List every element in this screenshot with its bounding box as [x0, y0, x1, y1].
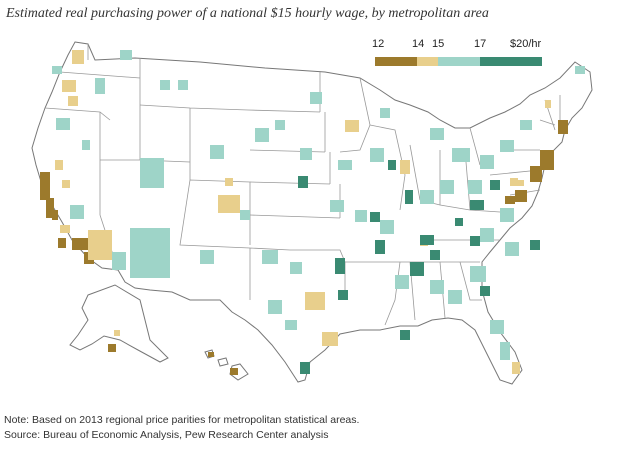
legend-label-15: 15 [432, 38, 445, 50]
legend-label-20: $20/hr [510, 38, 542, 50]
metro-areas-light-gold [55, 50, 551, 374]
legend-swatch-15-17 [438, 57, 480, 66]
footnotes: Note: Based on 2013 regional price parit… [4, 413, 359, 443]
legend-label-12: 12 [372, 38, 385, 50]
alaska-outline [69, 284, 169, 363]
legend-label-17: 17 [474, 38, 487, 50]
legend-label-14: 14 [412, 38, 425, 50]
metro-areas-dark-gold [40, 120, 568, 375]
legend-swatch-14-15 [417, 57, 438, 66]
note-text: Note: Based on 2013 regional price parit… [4, 414, 360, 426]
source-text: Source: Bureau of Economic Analysis, Pew… [4, 429, 329, 441]
us-metro-map [31, 41, 593, 385]
legend-swatch-12-14 [375, 57, 417, 66]
metro-areas-dark-teal [298, 160, 540, 374]
legend-swatch-17-20 [480, 57, 542, 66]
metro-areas-light-teal [52, 50, 585, 360]
chart-title: Estimated real purchasing power of a nat… [6, 6, 489, 21]
legend: 12 14 15 17 $20/hr [372, 38, 544, 72]
